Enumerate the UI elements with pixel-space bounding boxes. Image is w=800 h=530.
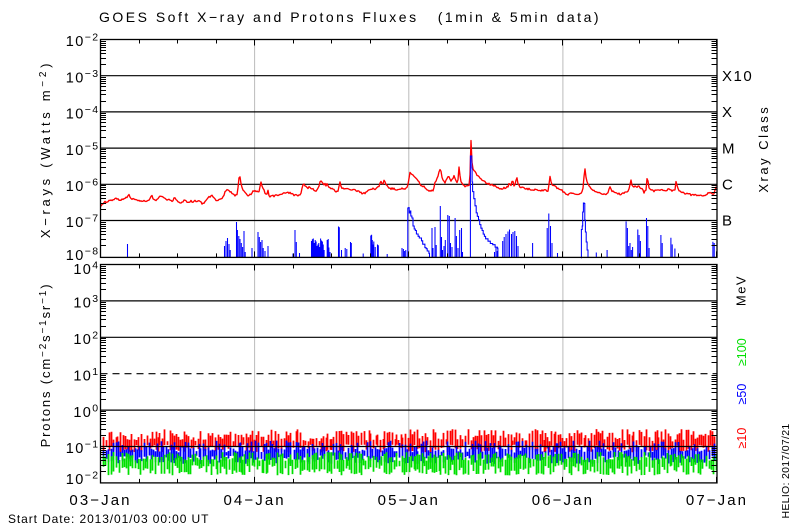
svg-text:04−Jan: 04−Jan bbox=[223, 492, 285, 509]
svg-text:≥100: ≥100 bbox=[735, 338, 749, 366]
svg-text:06−Jan: 06−Jan bbox=[532, 492, 594, 509]
svg-text:05−Jan: 05−Jan bbox=[378, 492, 440, 509]
svg-text:103: 103 bbox=[73, 293, 99, 312]
svg-text:≥50: ≥50 bbox=[735, 384, 749, 405]
svg-text:X−rays (Watts m−2): X−rays (Watts m−2) bbox=[38, 60, 53, 238]
svg-text:Start Date: 2013/01/03 00:00 U: Start Date: 2013/01/03 00:00 UT bbox=[8, 512, 209, 526]
svg-text:101: 101 bbox=[73, 366, 99, 385]
svg-text:100: 100 bbox=[73, 402, 99, 421]
svg-text:HELIO: 2017/07/21: HELIO: 2017/07/21 bbox=[780, 424, 792, 519]
svg-text:X: X bbox=[722, 104, 734, 121]
svg-text:102: 102 bbox=[73, 330, 99, 349]
svg-text:Protons (cm−2s−1sr−1): Protons (cm−2s−1sr−1) bbox=[38, 283, 53, 448]
svg-text:B: B bbox=[722, 213, 734, 230]
svg-text:07−Jan: 07−Jan bbox=[686, 492, 748, 509]
svg-text:03−Jan: 03−Jan bbox=[69, 492, 131, 509]
svg-text:M: M bbox=[722, 140, 736, 157]
svg-text:MeV: MeV bbox=[734, 275, 749, 306]
svg-text:≥10: ≥10 bbox=[735, 428, 749, 449]
svg-text:GOES Soft X−ray and Protons Fl: GOES Soft X−ray and Protons Fluxes (1min… bbox=[99, 9, 601, 25]
svg-text:Xray Class: Xray Class bbox=[756, 105, 771, 193]
svg-text:104: 104 bbox=[73, 260, 99, 279]
svg-text:C: C bbox=[722, 177, 734, 194]
svg-text:X10: X10 bbox=[722, 68, 753, 85]
